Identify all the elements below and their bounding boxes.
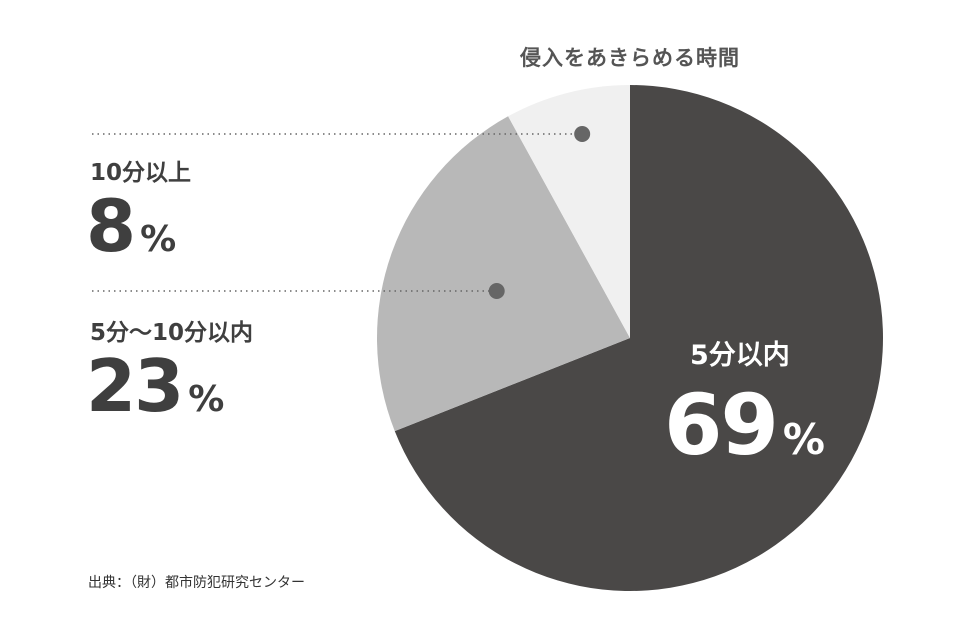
callout-5-10min-dot [488, 283, 505, 299]
source-note: 出典：（財）都市防犯研究センター [88, 575, 305, 591]
pie-slice-within-5min [394, 85, 883, 591]
slice-label-over-10min: 10分以上 [90, 160, 192, 186]
pie-slice-over-10min [508, 85, 630, 338]
slice-value-within-5min: 69% [664, 376, 825, 474]
callout-over-10min-dot [574, 126, 591, 142]
pie-slice-5-10min [377, 116, 630, 432]
chart-title: 侵入をあきらめる時間 [520, 46, 740, 70]
slice-label-5-10min: 5分〜10分以内 [90, 320, 254, 346]
slice-label-within-5min: 5分以内 [690, 340, 790, 371]
slice-value-5-10min: 23% [86, 344, 225, 428]
slice-value-over-10min: 8% [86, 184, 177, 268]
